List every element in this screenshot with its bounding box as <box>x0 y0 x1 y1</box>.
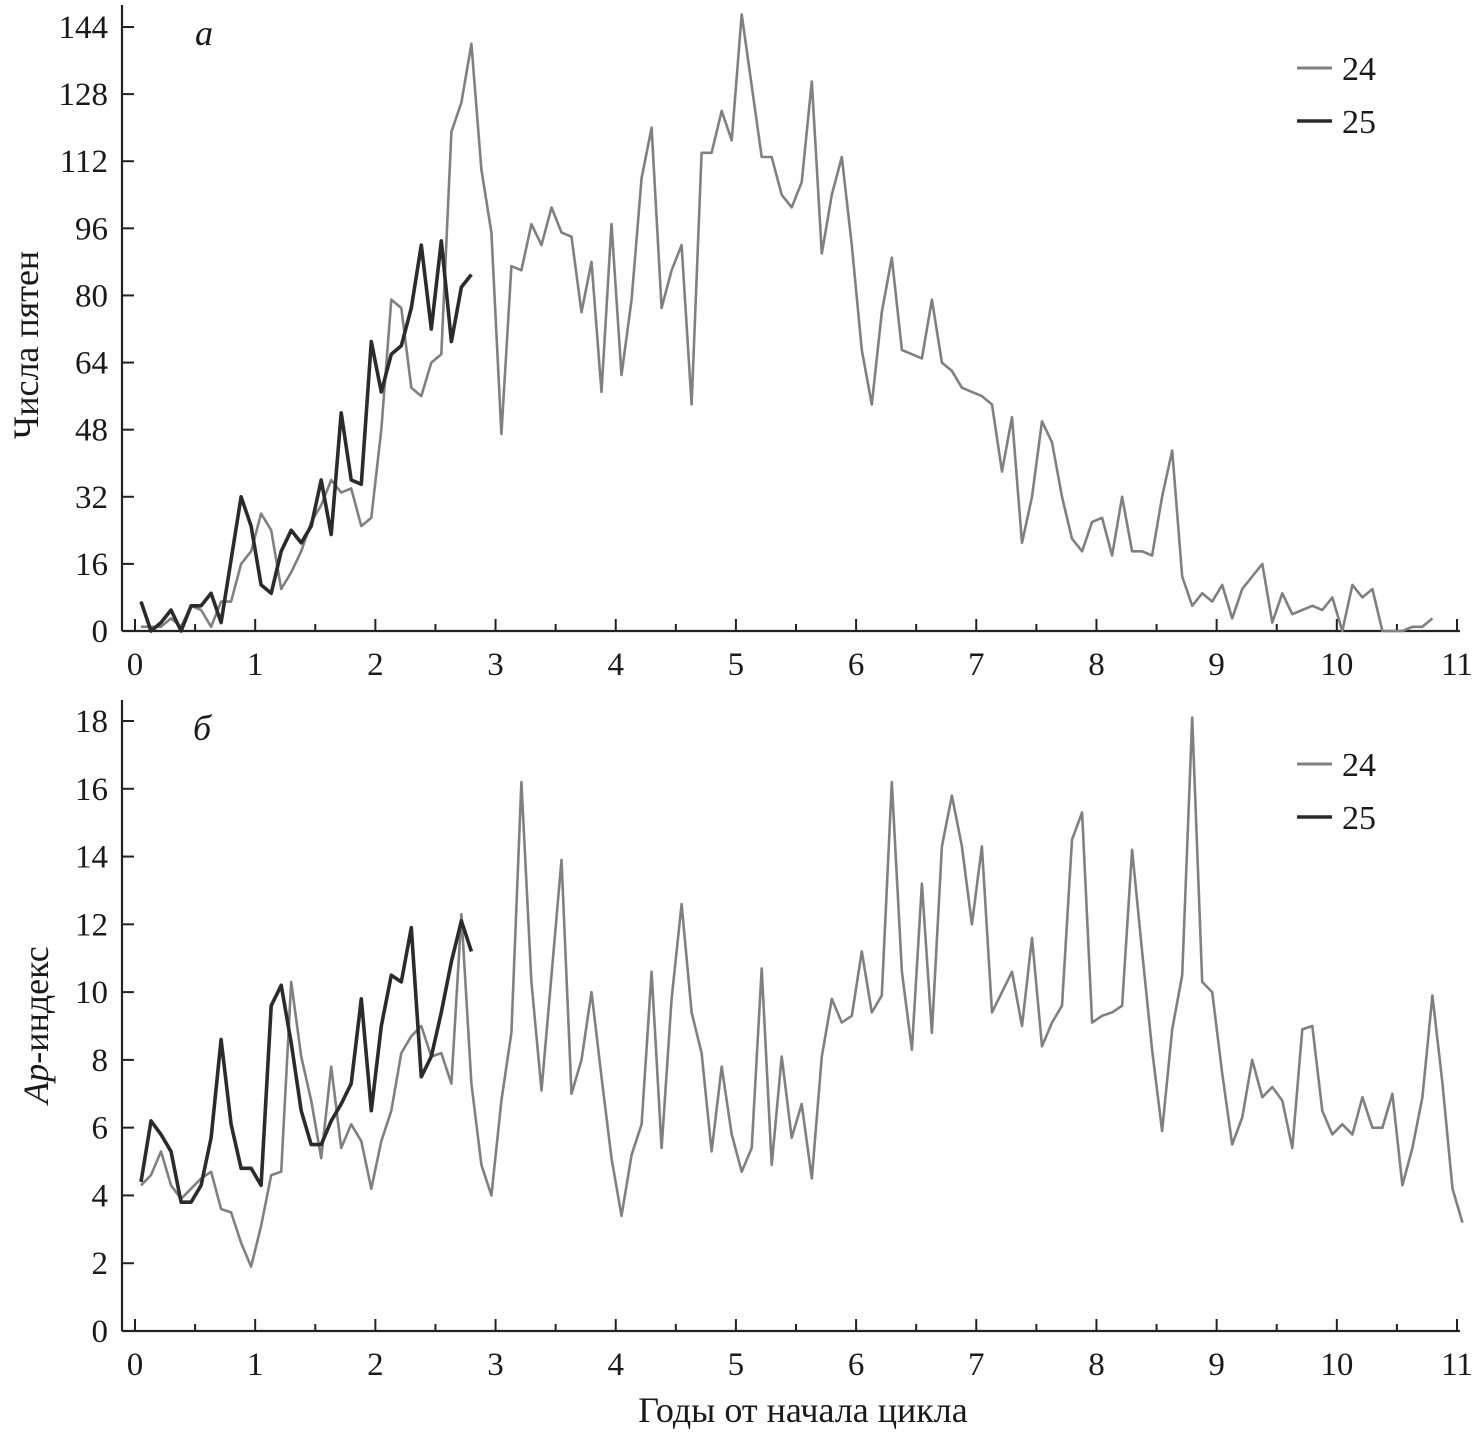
panel-b-x-tick-label: 8 <box>1088 1347 1105 1383</box>
panel-a-axes <box>120 5 1460 633</box>
panel-b-series-24-line <box>140 716 1464 1268</box>
panel-a-sunspot-chart: 0 16 32 48 64 80 96 112 128 144 0 1 2 3 4 5 6 7 8 9 10 11 а Ч… <box>6 5 1473 683</box>
panel-a-series-24-line <box>141 13 1434 633</box>
panel-b-y-tick-label: 0 <box>92 1314 109 1350</box>
panel-a-x-tick-label: 3 <box>487 647 504 683</box>
panel-b-y-tick-label: 2 <box>92 1246 109 1282</box>
panel-b-y-axis-title-rest: -индекс <box>16 946 56 1063</box>
panel-b-y-tick-label: 4 <box>92 1178 109 1214</box>
panel-a-tick-labels: 0 16 32 48 64 80 96 112 128 144 0 1 2 3 4 5 6 7 8 9 10 11 <box>59 10 1473 683</box>
panel-b-y-tick-label: 12 <box>75 907 108 943</box>
panel-a-x-tick-label: 2 <box>367 647 384 683</box>
panel-b-y-tick-label: 16 <box>75 772 108 808</box>
panel-b-x-tick-label: 6 <box>848 1347 865 1383</box>
panel-a-legend-label-24: 24 <box>1342 51 1376 88</box>
panel-b-y-tick-label: 8 <box>92 1043 109 1079</box>
panel-a-legend: 24 25 <box>1297 51 1376 141</box>
panel-a-x-tick-label: 1 <box>247 647 264 683</box>
panel-b-y-axis-title-italic: Ap <box>16 1064 56 1106</box>
panel-a-y-axis-title: Числа пятен <box>6 251 46 439</box>
x-axis-title: Годы от начала цикла <box>638 1390 968 1430</box>
panel-b-series-25-line <box>139 919 474 1204</box>
panel-a-y-tick-label: 64 <box>75 346 108 382</box>
panel-a-y-tick-label: 48 <box>75 413 108 449</box>
panel-a-series-25-line <box>139 239 473 633</box>
panel-b-x-tick-label: 1 <box>247 1347 264 1383</box>
panel-a-x-tick-label: 10 <box>1320 647 1353 683</box>
panel-b-legend: 24 25 <box>1297 747 1376 837</box>
panel-a-y-tick-label: 0 <box>92 614 109 650</box>
panel-a-x-tick-label: 7 <box>968 647 985 683</box>
panel-b-x-tick-label: 7 <box>968 1347 985 1383</box>
panel-b-x-tick-label: 4 <box>607 1347 624 1383</box>
panel-b-x-tick-label: 0 <box>127 1347 144 1383</box>
panel-a-x-tick-label: 8 <box>1088 647 1105 683</box>
panel-a-y-tick-label: 16 <box>75 547 108 583</box>
panel-b-y-tick-label: 10 <box>75 975 108 1011</box>
panel-b-x-tick-label: 3 <box>487 1347 504 1383</box>
panel-b-y-axis-title: Ap-индекс <box>16 946 56 1105</box>
panel-a-x-tick-label: 9 <box>1208 647 1225 683</box>
panel-b-x-tick-label: 9 <box>1208 1347 1225 1383</box>
panel-a-x-tick-label: 5 <box>728 647 745 683</box>
panel-b-axes <box>120 700 1460 1333</box>
panel-a-letter: а <box>195 13 213 53</box>
panel-b-y-tick-label: 14 <box>75 840 108 876</box>
panel-a-x-tick-label: 6 <box>848 647 865 683</box>
panel-b-y-tick-label: 18 <box>75 704 108 740</box>
panel-b-x-tick-label: 11 <box>1441 1347 1473 1383</box>
panel-b-x-tick-label: 2 <box>367 1347 384 1383</box>
panel-a-y-tick-label: 128 <box>59 77 109 113</box>
panel-b-series <box>139 716 1464 1268</box>
panel-a-y-tick-label: 144 <box>59 10 109 46</box>
panel-b-x-tick-label: 5 <box>728 1347 745 1383</box>
panel-a-legend-label-25: 25 <box>1342 104 1376 141</box>
panel-b-legend-label-25: 25 <box>1342 800 1376 837</box>
panel-b-x-tick-label: 10 <box>1320 1347 1353 1383</box>
panel-a-x-tick-label: 0 <box>127 647 144 683</box>
panel-b-legend-label-24: 24 <box>1342 747 1376 784</box>
panel-a-y-tick-label: 112 <box>60 144 108 180</box>
panel-a-y-tick-label: 96 <box>75 211 108 247</box>
panel-a-y-tick-label: 80 <box>75 278 108 314</box>
panel-a-x-tick-label: 4 <box>607 647 624 683</box>
panel-a-y-tick-label: 32 <box>75 480 108 516</box>
panel-b-letter: б <box>193 708 213 748</box>
panel-a-x-tick-label: 11 <box>1441 647 1473 683</box>
panel-a-series <box>139 13 1434 633</box>
panel-b-y-tick-label: 6 <box>92 1111 109 1147</box>
